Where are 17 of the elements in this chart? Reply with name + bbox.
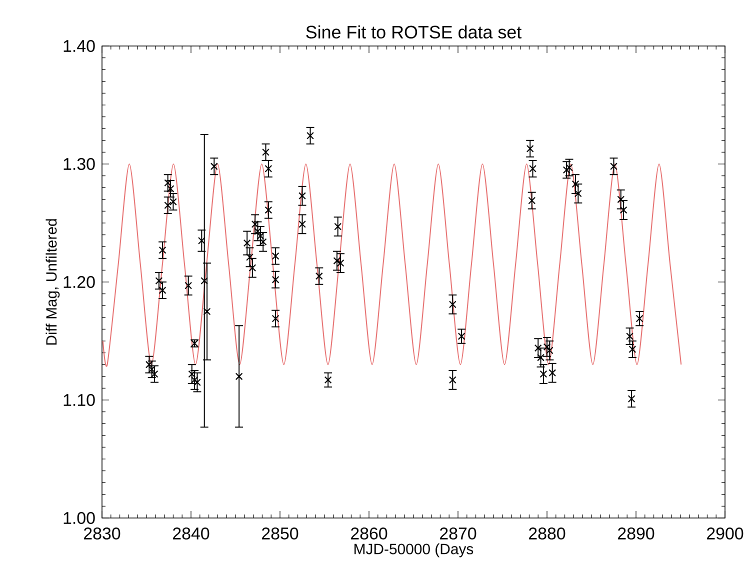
y-tick-label: 1.00 <box>64 512 95 524</box>
x-tick-label: 2870 <box>440 527 476 540</box>
y-tick-label: 1.10 <box>64 394 95 406</box>
y-axis-title: Diff Mag, Unfiltered <box>46 219 60 345</box>
x-tick-label: 2840 <box>173 527 210 540</box>
y-tick-label: 1.20 <box>64 276 95 288</box>
line-series <box>102 163 682 366</box>
y-tick-label: 1.30 <box>64 158 95 170</box>
x-tick-label: 2830 <box>84 527 120 540</box>
y-tick-label: 1.40 <box>64 40 95 52</box>
x-tick-label: 2860 <box>351 527 388 540</box>
x-tick-label: 2850 <box>262 527 298 540</box>
x-axis-title: MJD-50000 (Days <box>354 543 474 558</box>
chart-title: Sine Fit to ROTSE data set <box>306 25 522 38</box>
x-tick-label: 2880 <box>529 527 566 540</box>
x-tick-label: 2900 <box>707 527 744 540</box>
x-tick-label: 2890 <box>618 527 654 540</box>
